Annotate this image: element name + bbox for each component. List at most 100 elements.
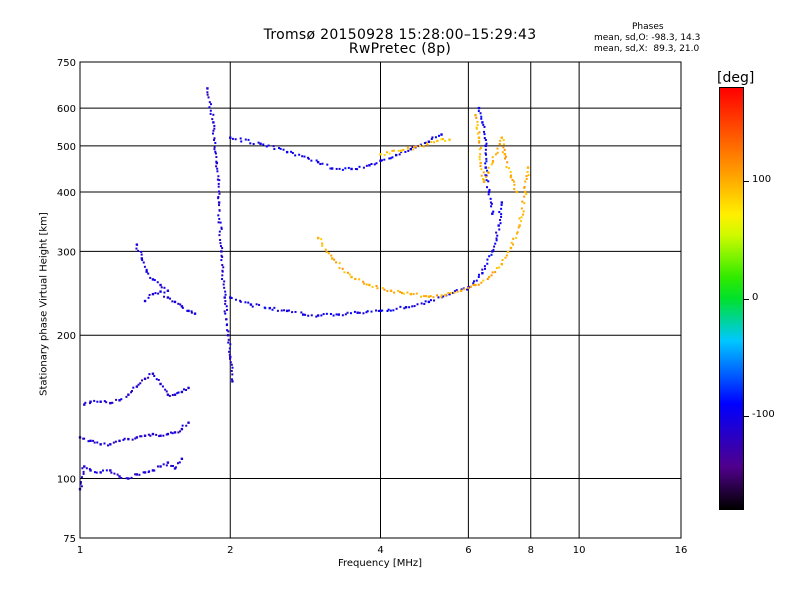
data-point xyxy=(251,305,254,308)
data-point xyxy=(347,271,350,274)
data-point xyxy=(433,299,436,302)
data-point xyxy=(422,145,425,148)
data-point xyxy=(93,399,96,402)
data-point xyxy=(252,142,255,145)
data-point xyxy=(371,285,374,288)
data-point xyxy=(267,144,270,147)
data-point xyxy=(95,471,98,474)
data-point xyxy=(279,147,282,150)
data-point xyxy=(227,341,230,344)
data-point xyxy=(131,438,134,441)
data-point xyxy=(145,268,148,271)
data-point xyxy=(162,434,165,437)
data-point xyxy=(244,138,247,141)
data-point xyxy=(477,106,481,110)
data-point xyxy=(444,139,447,142)
data-point xyxy=(110,471,113,474)
data-point xyxy=(125,395,128,398)
data-point xyxy=(118,439,121,443)
data-point xyxy=(148,373,151,376)
data-point xyxy=(483,265,486,268)
data-point xyxy=(500,201,504,204)
data-point xyxy=(475,127,478,130)
data-point xyxy=(180,457,184,461)
data-point xyxy=(135,243,139,246)
data-point xyxy=(501,151,504,154)
data-point xyxy=(120,398,123,401)
data-point xyxy=(381,309,384,312)
data-point xyxy=(366,310,369,313)
data-point xyxy=(513,183,516,186)
data-point xyxy=(294,310,297,313)
data-point xyxy=(404,306,408,309)
data-point xyxy=(177,302,180,305)
data-point xyxy=(388,152,391,155)
data-point xyxy=(276,309,279,312)
data-point xyxy=(432,296,435,299)
data-point xyxy=(151,292,155,296)
data-point xyxy=(495,239,498,242)
data-point xyxy=(247,301,250,304)
data-point xyxy=(389,157,392,160)
data-point xyxy=(341,314,344,317)
data-point xyxy=(187,421,190,424)
colorbar-tick-mark xyxy=(744,298,749,300)
data-point xyxy=(375,309,378,312)
colorbar-tick-mark xyxy=(744,416,749,417)
data-point xyxy=(231,380,234,383)
data-point xyxy=(207,96,210,99)
x-tick-label: 1 xyxy=(77,545,83,556)
data-point xyxy=(217,214,220,217)
data-point xyxy=(456,290,459,293)
data-point xyxy=(79,482,82,485)
data-point xyxy=(215,165,218,168)
data-point xyxy=(169,297,172,300)
data-point xyxy=(283,309,286,312)
data-point xyxy=(123,437,126,440)
data-point xyxy=(475,126,478,129)
data-point xyxy=(475,279,478,282)
data-point xyxy=(217,201,221,204)
data-point xyxy=(137,383,140,386)
data-point xyxy=(393,149,396,152)
data-point xyxy=(159,434,162,437)
data-point xyxy=(228,347,231,350)
data-point xyxy=(484,162,487,165)
data-point xyxy=(157,378,160,381)
data-point xyxy=(490,253,493,256)
data-point xyxy=(488,255,491,258)
data-point xyxy=(404,150,407,153)
data-point xyxy=(99,400,102,403)
data-point xyxy=(223,296,226,299)
data-point xyxy=(395,307,398,310)
data-point xyxy=(484,152,487,155)
data-point xyxy=(153,469,156,472)
data-point xyxy=(484,174,487,177)
data-point xyxy=(229,355,232,359)
data-point xyxy=(316,314,320,317)
data-point xyxy=(185,424,188,427)
data-point xyxy=(417,145,420,148)
data-point xyxy=(449,291,452,294)
data-point xyxy=(158,435,161,438)
data-point xyxy=(338,167,341,170)
data-point xyxy=(434,136,437,139)
data-point xyxy=(503,153,507,156)
data-point xyxy=(215,160,218,163)
data-point xyxy=(480,281,483,284)
data-point xyxy=(160,286,163,289)
data-point xyxy=(177,391,180,394)
data-point xyxy=(402,148,405,151)
data-point xyxy=(174,466,177,469)
data-point xyxy=(504,256,507,259)
data-point xyxy=(151,469,155,472)
data-point xyxy=(171,432,174,435)
data-point xyxy=(181,306,184,309)
data-point xyxy=(440,294,443,297)
data-point xyxy=(459,289,463,292)
data-point xyxy=(399,149,403,153)
data-point xyxy=(176,462,179,465)
data-point xyxy=(512,243,515,246)
data-point xyxy=(386,290,389,293)
data-point xyxy=(159,465,162,468)
